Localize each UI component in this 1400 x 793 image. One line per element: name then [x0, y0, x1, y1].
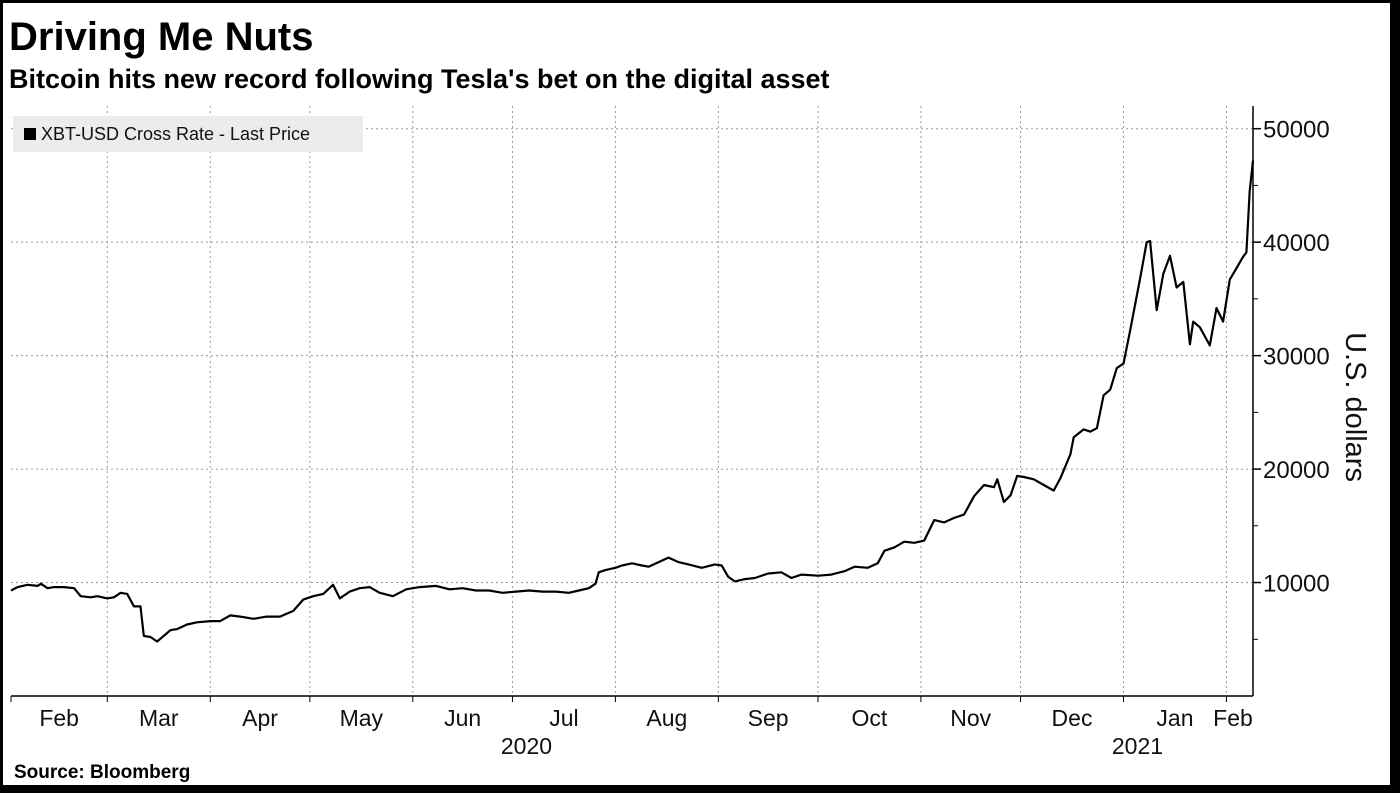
y-tick-label: 10000: [1263, 571, 1330, 598]
chart-title: Driving Me Nuts: [9, 15, 314, 59]
x-tick-label: Mar: [139, 705, 179, 731]
x-tick-label: Jan: [1156, 705, 1193, 731]
y-tick-label: 40000: [1263, 230, 1330, 257]
series-layer: [10, 160, 1255, 643]
y-axis-label: U.S. dollars: [1339, 332, 1371, 482]
series-line: [10, 160, 1255, 643]
year-label: 2021: [1112, 733, 1163, 759]
x-tick-label: Sep: [748, 705, 789, 731]
legend: XBT-USD Cross Rate - Last Price: [13, 116, 363, 152]
x-tick-label: Jun: [444, 705, 481, 731]
x-tick-label: Feb: [39, 705, 79, 731]
axis-layer: 10000 20000 30000 40000 50000 Feb Mar Apr May Jun…: [10, 106, 1330, 759]
year-label: 2020: [501, 733, 552, 759]
legend-swatch: [24, 128, 36, 140]
chart-subtitle: Bitcoin hits new record following Tesla'…: [9, 64, 830, 94]
x-tick-label: Dec: [1052, 705, 1093, 731]
line-chart: 10000 20000 30000 40000 50000 Feb Mar Apr May Jun…: [10, 106, 1371, 759]
grid-layer: [11, 106, 1253, 696]
y-tick-label: 30000: [1263, 344, 1330, 371]
x-tick-label: Nov: [950, 705, 991, 731]
x-tick-label: Aug: [646, 705, 687, 731]
x-tick-label: Oct: [852, 705, 888, 731]
x-tick-label: Feb: [1213, 705, 1253, 731]
x-tick-label: Jul: [549, 705, 578, 731]
source-note: Source: Bloomberg: [14, 762, 191, 783]
legend-label: XBT-USD Cross Rate - Last Price: [41, 123, 311, 144]
chart-frame: 10000 20000 30000 40000 50000 Feb Mar Apr May Jun…: [3, 3, 1390, 785]
y-tick-label: 50000: [1263, 117, 1330, 144]
x-tick-label: May: [340, 705, 384, 731]
x-tick-label: Apr: [242, 705, 278, 731]
y-tick-label: 20000: [1263, 457, 1330, 484]
